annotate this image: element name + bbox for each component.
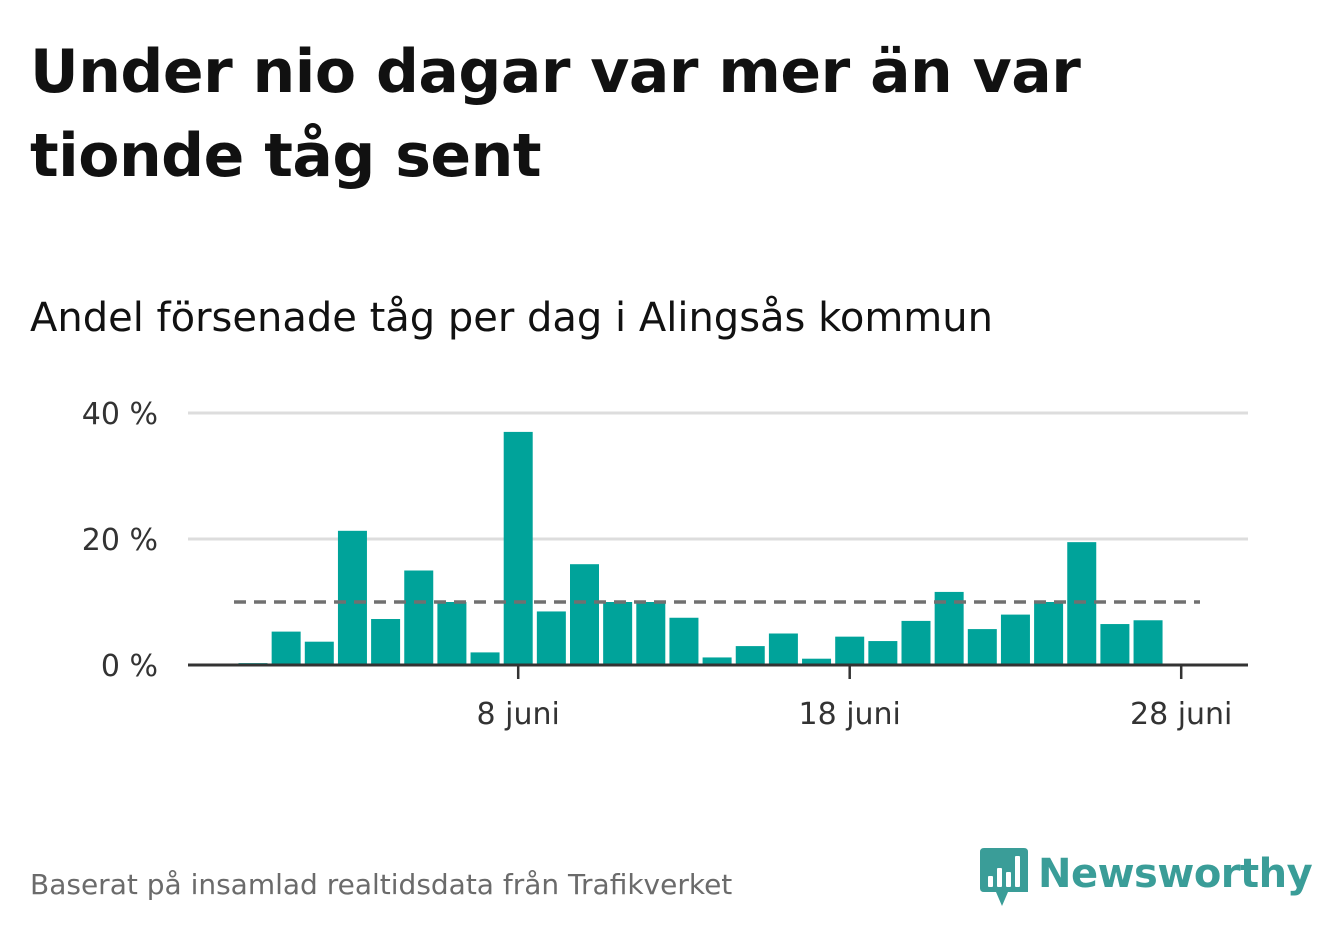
chart-title: Under nio dagar var mer än var tionde tå… <box>30 37 1081 191</box>
y-tick-label: 20 % <box>82 523 158 558</box>
bar <box>669 617 699 665</box>
brand-logo: Newsworthy <box>980 848 1313 914</box>
chart-subtitle: Andel försenade tåg per dag i Alingsås k… <box>30 295 993 341</box>
bar <box>702 657 732 665</box>
bar <box>868 641 898 665</box>
newsworthy-logo-icon <box>980 848 1028 914</box>
bar <box>735 646 765 665</box>
brand-name: Newsworthy <box>1038 851 1313 897</box>
bar <box>636 602 666 665</box>
bar <box>371 619 401 665</box>
bar <box>1000 614 1030 665</box>
bar <box>967 629 997 665</box>
x-tick-label: 8 juni <box>477 697 560 732</box>
bar <box>304 641 334 665</box>
gridlines <box>188 411 1248 541</box>
bar <box>437 602 467 665</box>
source-note: Baserat på insamlad realtidsdata från Tr… <box>30 868 733 901</box>
y-tick-label: 0 % <box>101 649 158 684</box>
x-tick-label: 28 juni <box>1130 697 1232 732</box>
bar <box>1133 620 1163 665</box>
x-axis-labels: 8 juni 18 juni 28 juni <box>477 697 1233 732</box>
bar <box>337 530 367 665</box>
bar <box>768 633 798 665</box>
x-axis <box>188 663 1248 679</box>
bar <box>570 564 599 665</box>
bar <box>1100 624 1130 665</box>
bar <box>1034 602 1064 665</box>
bar <box>802 658 832 665</box>
y-tick-label: 40 % <box>82 397 158 432</box>
bar <box>271 631 301 665</box>
bar <box>404 570 434 665</box>
bar <box>901 620 931 665</box>
bar <box>603 602 633 665</box>
bar <box>503 431 533 665</box>
bar <box>470 652 500 665</box>
bar <box>536 611 566 665</box>
bars <box>238 431 1163 665</box>
bar <box>934 591 964 665</box>
x-tick-label: 18 juni <box>798 697 900 732</box>
y-axis-labels: 0 % 20 % 40 % <box>82 397 158 684</box>
bar <box>835 636 865 665</box>
